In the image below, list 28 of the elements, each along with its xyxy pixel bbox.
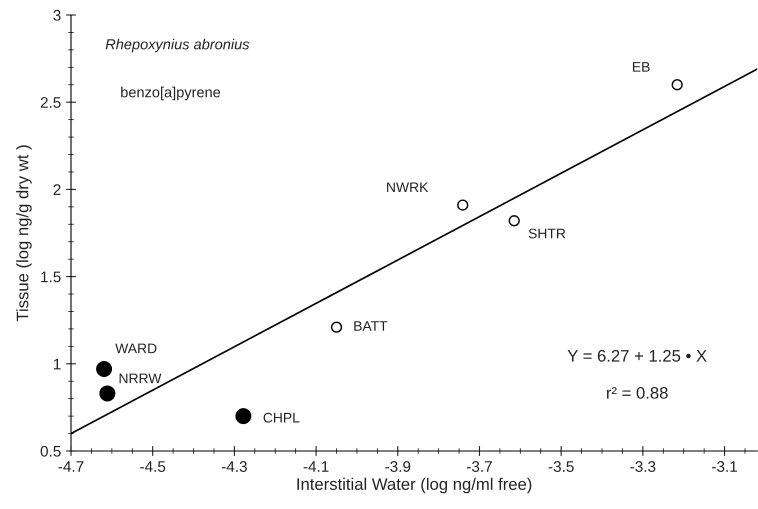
y-tick-label: 0.5 bbox=[40, 446, 61, 457]
y-tick-label: 2 bbox=[54, 184, 61, 195]
y-tick-label: 1 bbox=[54, 358, 61, 370]
annotation: CHPL bbox=[264, 412, 300, 423]
x-tick-label: -3.3 bbox=[630, 461, 656, 472]
x-tick-label: -4.5 bbox=[140, 461, 166, 472]
x-tick-label: -4.1 bbox=[304, 461, 329, 472]
y-axis-title: Tissue (log ng/g dry wt ) bbox=[16, 145, 32, 322]
annotation: Rhepoxynius abronius bbox=[106, 38, 250, 52]
x-tick-label: -3.9 bbox=[385, 461, 410, 472]
x-tick-label: -3.1 bbox=[712, 461, 737, 472]
annotation: SHTR bbox=[528, 228, 566, 238]
x-axis-title: Interstitial Water (log ng/ml free) bbox=[297, 478, 532, 494]
annotation: EB bbox=[632, 62, 650, 72]
annotation: NRRW bbox=[120, 374, 162, 384]
annotation: NWRK bbox=[387, 182, 428, 192]
y-tick-label: 1.5 bbox=[41, 272, 61, 282]
annotation: Y = 6.27 + 1.25 • X bbox=[568, 350, 707, 362]
y-tick-label: 3 bbox=[53, 10, 61, 21]
x-tick-label: -4.3 bbox=[222, 461, 247, 472]
annotation: BATT bbox=[354, 321, 388, 331]
x-tick-label: -3.7 bbox=[466, 461, 492, 472]
annotation: benzo[a]pyrene bbox=[121, 86, 220, 100]
x-tick-label: -3.5 bbox=[548, 461, 574, 472]
x-tick-label: -4.7 bbox=[58, 461, 84, 472]
annotation: WARD bbox=[115, 344, 156, 354]
annotation: r² = 0.88 bbox=[606, 386, 668, 399]
y-tick-label: 2.5 bbox=[40, 97, 61, 108]
